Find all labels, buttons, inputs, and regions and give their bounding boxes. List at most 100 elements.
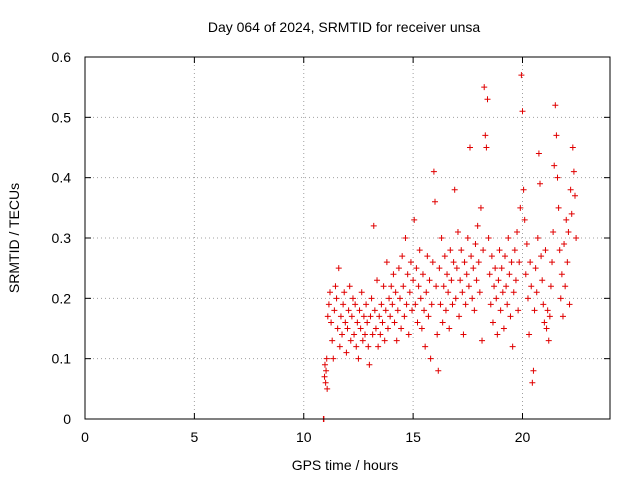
data-point bbox=[324, 313, 331, 320]
x-tick-label: 0 bbox=[81, 429, 89, 445]
data-point bbox=[424, 253, 431, 260]
data-point bbox=[484, 96, 491, 103]
data-point bbox=[378, 301, 385, 308]
data-point bbox=[510, 289, 517, 296]
x-tick-label: 5 bbox=[190, 429, 198, 445]
data-point bbox=[419, 271, 426, 278]
data-point bbox=[557, 295, 564, 302]
data-point bbox=[334, 325, 341, 332]
data-point bbox=[522, 271, 529, 278]
data-point bbox=[518, 72, 525, 79]
data-point bbox=[417, 295, 424, 302]
data-point bbox=[569, 144, 576, 151]
data-point bbox=[353, 343, 360, 350]
data-point bbox=[566, 301, 573, 308]
data-point bbox=[329, 337, 336, 344]
data-point bbox=[391, 319, 398, 326]
data-point bbox=[469, 295, 476, 302]
data-point bbox=[570, 168, 577, 175]
data-point bbox=[545, 337, 552, 344]
data-point bbox=[412, 301, 419, 308]
data-point bbox=[552, 102, 559, 109]
data-point bbox=[325, 301, 332, 308]
data-point bbox=[553, 132, 560, 139]
data-point bbox=[523, 241, 530, 248]
data-point bbox=[413, 265, 420, 272]
data-point bbox=[344, 325, 351, 332]
data-point bbox=[441, 253, 448, 260]
data-point bbox=[471, 307, 478, 314]
data-point bbox=[479, 337, 486, 344]
data-point bbox=[437, 301, 444, 308]
data-point bbox=[503, 283, 510, 290]
data-point bbox=[399, 253, 406, 260]
data-point bbox=[540, 301, 547, 308]
data-point bbox=[492, 265, 499, 272]
data-point bbox=[403, 301, 410, 308]
data-point bbox=[397, 295, 403, 302]
data-point bbox=[494, 331, 501, 338]
data-point bbox=[390, 271, 397, 278]
data-point bbox=[405, 331, 412, 338]
y-tick-label: 0.2 bbox=[52, 290, 72, 306]
data-point bbox=[328, 319, 335, 326]
y-tick-label: 0.3 bbox=[52, 230, 72, 246]
data-point bbox=[474, 222, 481, 229]
data-point bbox=[369, 331, 376, 338]
data-point bbox=[483, 144, 490, 151]
data-point bbox=[382, 307, 389, 314]
data-point bbox=[363, 301, 370, 308]
data-point bbox=[512, 277, 519, 284]
data-point bbox=[550, 228, 557, 235]
data-point bbox=[427, 355, 434, 362]
data-point bbox=[392, 289, 399, 296]
data-point bbox=[480, 247, 487, 254]
data-point bbox=[340, 301, 347, 308]
data-point bbox=[393, 337, 400, 344]
data-point bbox=[485, 235, 492, 241]
data-point bbox=[537, 180, 543, 187]
data-point bbox=[531, 307, 538, 314]
points-layer bbox=[320, 72, 580, 422]
data-point bbox=[435, 367, 442, 374]
data-point bbox=[384, 325, 391, 332]
y-tick-label: 0.4 bbox=[52, 170, 72, 186]
data-point bbox=[535, 150, 542, 157]
data-point bbox=[546, 313, 553, 320]
data-point bbox=[411, 216, 418, 223]
data-point bbox=[387, 313, 394, 320]
data-point bbox=[358, 289, 365, 296]
data-point bbox=[451, 186, 458, 193]
y-tick-label: 0.6 bbox=[52, 49, 72, 65]
data-point bbox=[321, 373, 328, 380]
data-point bbox=[400, 283, 407, 290]
grid-layer bbox=[85, 57, 610, 419]
data-point bbox=[389, 301, 396, 308]
data-point bbox=[520, 186, 527, 193]
data-point bbox=[475, 259, 482, 266]
data-point bbox=[450, 259, 457, 266]
data-point bbox=[436, 265, 443, 272]
data-point bbox=[567, 186, 574, 193]
data-point bbox=[517, 204, 524, 211]
ticks-layer: 0 5 10 15 20 0 0.1 0.2 0.3 0.4 0.5 0.6 bbox=[52, 49, 610, 445]
data-point bbox=[507, 313, 514, 320]
data-point bbox=[470, 265, 477, 272]
data-point bbox=[448, 277, 455, 284]
data-point bbox=[499, 289, 506, 296]
data-point bbox=[456, 313, 463, 320]
data-point bbox=[468, 253, 475, 260]
data-point bbox=[459, 289, 466, 296]
data-point bbox=[444, 271, 451, 278]
data-point bbox=[533, 289, 540, 296]
data-point bbox=[493, 295, 500, 302]
data-point bbox=[416, 247, 423, 254]
plot-frame bbox=[84, 56, 611, 420]
data-point bbox=[511, 247, 518, 254]
data-point bbox=[360, 313, 367, 320]
data-point bbox=[348, 313, 355, 320]
data-point bbox=[442, 307, 449, 314]
data-point bbox=[498, 265, 505, 272]
